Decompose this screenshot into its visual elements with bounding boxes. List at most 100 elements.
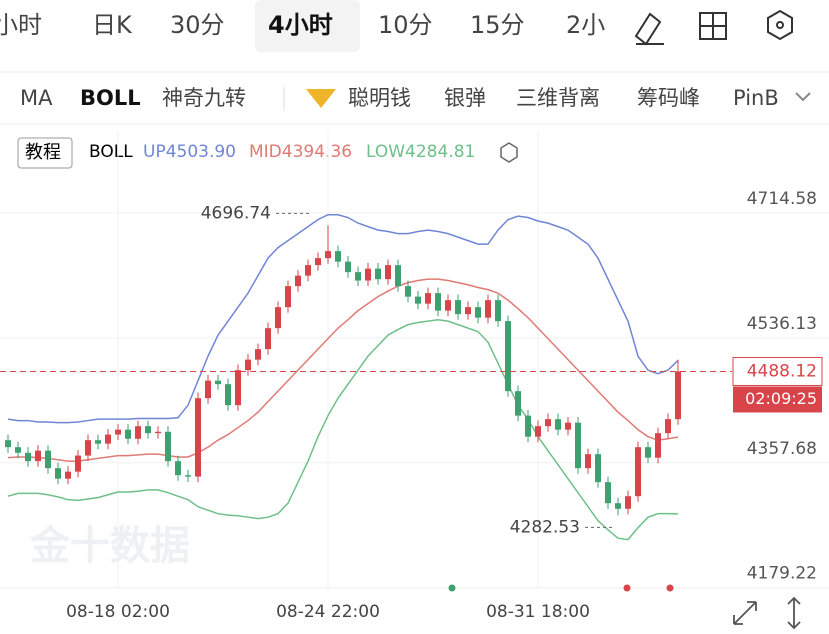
indicator[interactable]: PinB bbox=[733, 86, 779, 110]
candle-body bbox=[15, 447, 21, 453]
y-tick-label: 4357.68 bbox=[747, 439, 817, 459]
timeframe-tabs: 小时 日K 30分 4小时 10分 15分 2小 bbox=[0, 0, 793, 52]
candle-body bbox=[235, 370, 241, 406]
candle-body bbox=[95, 440, 101, 444]
candle-body bbox=[665, 419, 671, 434]
candle-body bbox=[635, 447, 641, 497]
candle-body bbox=[605, 482, 611, 504]
plot: 4714.58 4536.13 4357.68 4179.22 08-18 02:00 0… bbox=[0, 130, 829, 622]
candle-body bbox=[655, 433, 661, 458]
candle-body bbox=[35, 450, 41, 462]
indicator[interactable]: 三维背离 bbox=[516, 86, 600, 110]
candle-body bbox=[175, 461, 181, 476]
candle-body bbox=[485, 300, 491, 318]
legend-item: LOW4284.81 bbox=[366, 142, 475, 162]
candle-body bbox=[415, 296, 421, 304]
more-icon[interactable] bbox=[795, 92, 811, 102]
candle-body bbox=[255, 349, 261, 360]
candle-body bbox=[475, 307, 481, 318]
zoom-icons[interactable] bbox=[733, 596, 801, 630]
y-tick-label: 4179.22 bbox=[747, 564, 817, 584]
candle-body bbox=[395, 265, 401, 287]
candle-body bbox=[355, 272, 361, 281]
tab-active[interactable]: 4小时 bbox=[268, 11, 333, 39]
candle-body bbox=[555, 419, 561, 430]
candle-body bbox=[615, 503, 621, 509]
legend-item: MID4394.36 bbox=[249, 142, 352, 162]
candle-body bbox=[445, 300, 451, 311]
tab-highlight bbox=[255, 0, 360, 52]
tab[interactable]: 10分 bbox=[378, 11, 433, 39]
candle-body bbox=[465, 307, 471, 315]
legend-item: UP4503.90 bbox=[143, 142, 236, 162]
diamond-icon bbox=[306, 89, 336, 108]
candle-body bbox=[385, 265, 391, 280]
legend-name: BOLL bbox=[89, 142, 133, 162]
tutorial-box[interactable] bbox=[17, 137, 73, 169]
candle-body bbox=[505, 321, 511, 392]
watermark: 金十数据 bbox=[29, 523, 190, 569]
tab[interactable]: 日K bbox=[92, 11, 133, 39]
event-dot bbox=[666, 584, 674, 592]
candle-body bbox=[375, 268, 381, 280]
y-tick-label: 4536.13 bbox=[747, 314, 817, 334]
band-line bbox=[7, 278, 679, 462]
candle-body bbox=[45, 450, 51, 469]
indicator[interactable]: 筹码峰 bbox=[637, 86, 700, 110]
toolbar-icons[interactable] bbox=[634, 9, 793, 46]
candle-body bbox=[495, 300, 501, 322]
candle-body bbox=[645, 447, 651, 458]
candle-body bbox=[55, 468, 61, 479]
candle-body bbox=[325, 251, 331, 259]
candle-body bbox=[145, 426, 151, 434]
candle-body bbox=[75, 455, 81, 472]
indicator[interactable]: MA bbox=[20, 86, 53, 110]
countdown: 02:09:25 bbox=[745, 389, 817, 408]
candle-body bbox=[405, 286, 411, 297]
candle-body bbox=[585, 454, 591, 469]
indicator[interactable]: 聪明钱 bbox=[348, 86, 411, 110]
candle-body bbox=[335, 251, 341, 262]
y-tick-label: 4714.58 bbox=[747, 189, 817, 209]
candle-body bbox=[65, 471, 71, 479]
candle-body bbox=[315, 258, 321, 266]
band-line bbox=[7, 213, 679, 424]
candle-body bbox=[25, 452, 31, 462]
indicator-tabs: MA BOLL 神奇九转 聪明钱 银弹 三维背离 筹码峰 PinB bbox=[20, 86, 811, 111]
x-tick-label: 08-18 02:00 bbox=[66, 602, 170, 622]
event-dot bbox=[448, 584, 456, 592]
settings-icon[interactable] bbox=[767, 9, 793, 41]
candle-body bbox=[455, 300, 461, 315]
candle-body bbox=[115, 429, 121, 435]
candle-body bbox=[215, 380, 221, 385]
tutorial-button[interactable]: 教程 bbox=[25, 142, 61, 163]
candle-body bbox=[365, 268, 371, 281]
candle-body bbox=[535, 426, 541, 437]
tab[interactable]: 15分 bbox=[470, 11, 525, 39]
tab[interactable]: 小时 bbox=[0, 11, 42, 39]
candle-body bbox=[625, 496, 631, 509]
legend-settings-icon[interactable] bbox=[500, 142, 518, 163]
indicator[interactable]: 神奇九转 bbox=[162, 86, 246, 110]
candle-body bbox=[245, 359, 251, 371]
tab[interactable]: 30分 bbox=[170, 11, 225, 39]
draw-icon[interactable] bbox=[634, 12, 664, 46]
x-tick-label: 08-24 22:00 bbox=[276, 602, 380, 622]
high-annotation: 4696.74 bbox=[201, 203, 271, 223]
candle-body bbox=[155, 431, 161, 434]
candle-body bbox=[185, 475, 191, 477]
candle-body bbox=[515, 391, 521, 416]
candle-body bbox=[275, 307, 281, 329]
indicator-active[interactable]: BOLL bbox=[80, 86, 141, 110]
indicator[interactable]: 银弹 bbox=[444, 86, 486, 110]
tab[interactable]: 2小 bbox=[566, 11, 605, 39]
candle-body bbox=[85, 440, 91, 456]
countdown-box bbox=[733, 386, 822, 413]
candle-body bbox=[265, 328, 271, 350]
band-line bbox=[7, 318, 679, 541]
candle-body bbox=[525, 415, 531, 437]
candle-body bbox=[195, 398, 201, 477]
candle-body bbox=[125, 429, 131, 439]
